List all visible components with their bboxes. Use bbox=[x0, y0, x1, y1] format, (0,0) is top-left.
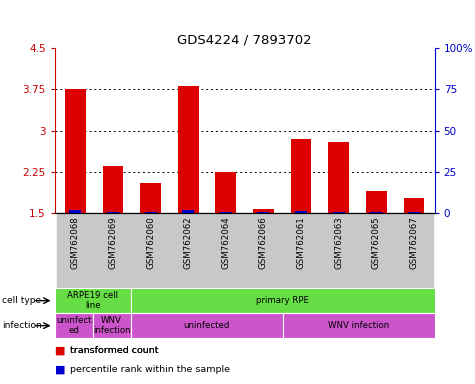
Bar bbox=[69, 210, 81, 213]
Bar bbox=[328, 142, 349, 213]
Text: WNV infection: WNV infection bbox=[328, 321, 389, 330]
Title: GDS4224 / 7893702: GDS4224 / 7893702 bbox=[177, 34, 312, 47]
Bar bbox=[253, 209, 274, 213]
Bar bbox=[257, 212, 269, 213]
Text: ■  transformed count: ■ transformed count bbox=[55, 346, 158, 356]
Bar bbox=[408, 212, 420, 213]
Bar bbox=[395, 213, 433, 288]
Bar bbox=[282, 213, 320, 288]
Bar bbox=[55, 313, 93, 338]
Bar bbox=[107, 212, 119, 213]
Text: uninfect
ed: uninfect ed bbox=[56, 316, 91, 335]
Text: ARPE19 cell
line: ARPE19 cell line bbox=[67, 291, 118, 310]
Bar bbox=[93, 313, 131, 338]
Bar bbox=[170, 213, 207, 288]
Bar bbox=[182, 210, 194, 213]
Bar bbox=[140, 183, 161, 213]
Bar bbox=[291, 139, 312, 213]
Text: percentile rank within the sample: percentile rank within the sample bbox=[70, 365, 230, 374]
Bar bbox=[57, 213, 94, 288]
Bar bbox=[207, 213, 245, 288]
Text: uninfected: uninfected bbox=[183, 321, 230, 330]
Bar bbox=[358, 213, 395, 288]
Text: transformed count: transformed count bbox=[70, 346, 158, 356]
Bar bbox=[65, 89, 86, 213]
Bar bbox=[131, 313, 283, 338]
Bar bbox=[144, 212, 157, 213]
Bar bbox=[370, 212, 382, 213]
Bar bbox=[55, 288, 131, 313]
Bar bbox=[332, 212, 345, 213]
Bar bbox=[178, 86, 199, 213]
Bar bbox=[245, 213, 282, 288]
Bar bbox=[320, 213, 358, 288]
Bar bbox=[295, 211, 307, 213]
Bar bbox=[220, 212, 232, 213]
Text: primary RPE: primary RPE bbox=[256, 296, 309, 305]
Bar bbox=[131, 288, 435, 313]
Bar bbox=[366, 191, 387, 213]
Bar bbox=[216, 172, 236, 213]
Text: infection: infection bbox=[2, 321, 42, 330]
Text: ■: ■ bbox=[55, 365, 65, 375]
Text: WNV
infection: WNV infection bbox=[93, 316, 131, 335]
Bar bbox=[283, 313, 435, 338]
Text: ■: ■ bbox=[55, 346, 65, 356]
Text: cell type: cell type bbox=[2, 296, 41, 305]
Bar bbox=[103, 166, 124, 213]
Bar bbox=[94, 213, 132, 288]
Bar bbox=[132, 213, 170, 288]
Bar bbox=[404, 198, 424, 213]
